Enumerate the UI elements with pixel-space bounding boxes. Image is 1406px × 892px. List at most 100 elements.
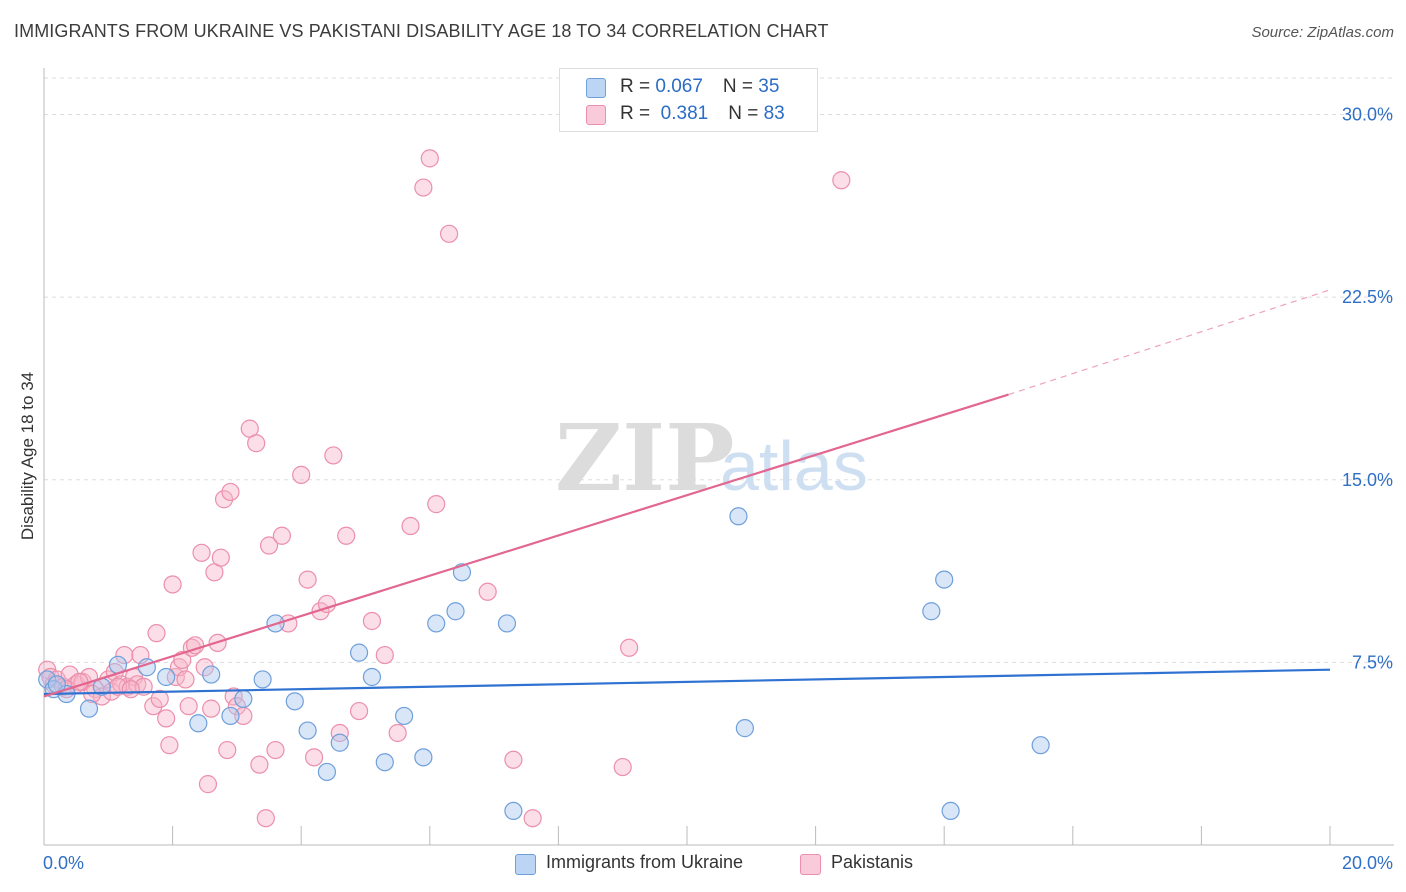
y-tick-label: 30.0%	[1342, 105, 1393, 125]
pakistani-point	[121, 680, 140, 699]
ukraine-point	[221, 706, 240, 726]
pakistani-point	[227, 697, 246, 716]
pakistani-point	[349, 701, 369, 721]
y-tick-label: 7.5%	[1352, 652, 1393, 672]
pakistani-point	[401, 516, 420, 536]
pakistani-point	[324, 446, 343, 465]
legend-pakistani-text: R = 0.381 N = 83	[620, 103, 785, 125]
pakistani-point	[250, 755, 269, 774]
x-tick-label-min: 0.0%	[43, 853, 84, 873]
watermark-atlas: atlas	[720, 427, 868, 505]
ukraine-point	[317, 762, 337, 782]
pakistani-point	[179, 697, 198, 716]
correlation-legend: R = 0.067 N = 35 R = 0.381 N = 83	[559, 68, 818, 132]
ukraine-point	[285, 692, 304, 711]
pakistani-points	[38, 149, 851, 828]
pakistani-point	[292, 465, 311, 484]
ukraine-point	[189, 714, 208, 733]
ukraine-point	[497, 614, 517, 633]
ukraine-trend-line	[43, 668, 1331, 696]
tick-labels: 7.5% 15.0% 22.5% 30.0% 0.0% 20.0%	[43, 105, 1393, 873]
pakistani-point	[115, 645, 134, 665]
pakistani-point	[256, 809, 275, 828]
ukraine-point	[504, 801, 523, 821]
ukraine-points	[38, 507, 1050, 821]
ukraine-point	[446, 602, 465, 621]
pakistani-point	[504, 750, 523, 769]
pakistani-point	[192, 543, 211, 562]
ukraine-point	[394, 706, 414, 726]
pakistani-point	[439, 224, 459, 243]
chart-title: IMMIGRANTS FROM UKRAINE VS PAKISTANI DIS…	[14, 21, 829, 41]
legend-ukraine-text: R = 0.067 N = 35	[620, 76, 779, 98]
pakistani-point	[221, 482, 240, 502]
ukraine-point	[1031, 736, 1050, 755]
pakistani-r-value: 0.381	[655, 103, 709, 124]
pakistani-legend-swatch	[800, 854, 821, 875]
pakistani-point	[202, 699, 221, 718]
pakistani-trend-extension	[1008, 289, 1331, 396]
y-tick-label: 22.5%	[1342, 287, 1393, 307]
pakistani-point	[375, 645, 394, 665]
pakistani-n-value: 83	[763, 103, 785, 124]
ukraine-n-label: N =	[722, 76, 759, 97]
pakistani-point	[311, 602, 330, 621]
ukraine-point	[330, 733, 349, 752]
ukraine-point	[362, 667, 382, 687]
ukraine-point	[935, 570, 954, 589]
ukraine-point	[349, 643, 369, 662]
pakistani-point	[195, 658, 214, 677]
source-credit: Source: ZipAtlas.com	[1251, 24, 1394, 41]
pakistani-point	[247, 434, 266, 453]
pakistani-point	[150, 689, 169, 709]
pakistani-point	[218, 740, 237, 760]
pakistani-legend-label: Pakistanis	[831, 852, 914, 872]
pakistani-point	[478, 582, 497, 601]
pakistani-point	[414, 178, 433, 197]
ukraine-point	[298, 721, 317, 740]
ukraine-point	[79, 699, 99, 718]
pakistani-point	[304, 748, 324, 767]
pakistani-point	[147, 624, 166, 643]
trend-lines	[43, 289, 1331, 698]
pakistani-point	[176, 670, 195, 689]
pakistani-point	[272, 526, 292, 545]
grid-lines	[44, 77, 1394, 663]
pakistani-point	[523, 809, 542, 828]
pakistani-point	[330, 723, 349, 743]
pakistani-point	[211, 548, 230, 567]
ukraine-r-label: R =	[620, 76, 656, 97]
ukraine-point	[941, 801, 960, 821]
pakistani-point	[214, 490, 234, 509]
pakistani-point	[298, 570, 317, 589]
ukraine-legend-label: Immigrants from Ukraine	[546, 852, 744, 872]
pakistani-point	[266, 740, 285, 760]
axes	[43, 68, 1394, 846]
pakistani-n-label: N =	[728, 103, 764, 124]
ukraine-point	[414, 748, 433, 767]
ukraine-point	[253, 670, 272, 689]
pakistani-point	[427, 495, 446, 514]
x-tick-label-max: 20.0%	[1342, 853, 1393, 873]
pakistani-point	[144, 697, 163, 716]
pakistani-point	[157, 709, 176, 728]
ukraine-point	[202, 665, 221, 684]
pakistani-point	[362, 611, 382, 631]
pakistani-point	[173, 650, 192, 670]
pakistani-r-label: R =	[620, 103, 656, 124]
ukraine-point	[735, 719, 754, 738]
ukraine-r-value: 0.067	[655, 76, 703, 97]
pakistani-point	[259, 536, 279, 555]
pakistani-point	[620, 638, 639, 657]
ukraine-point	[922, 602, 941, 621]
pakistani-point	[388, 723, 407, 743]
pakistani-trend-line	[43, 393, 1009, 698]
pakistani-point	[420, 149, 439, 168]
ukraine-point	[375, 753, 394, 772]
ukraine-point	[234, 689, 253, 709]
pakistani-point	[198, 775, 218, 794]
y-tick-label: 15.0%	[1342, 470, 1393, 490]
pakistani-point	[160, 736, 179, 755]
pakistani-point	[613, 757, 632, 777]
pakistani-point	[337, 526, 356, 545]
